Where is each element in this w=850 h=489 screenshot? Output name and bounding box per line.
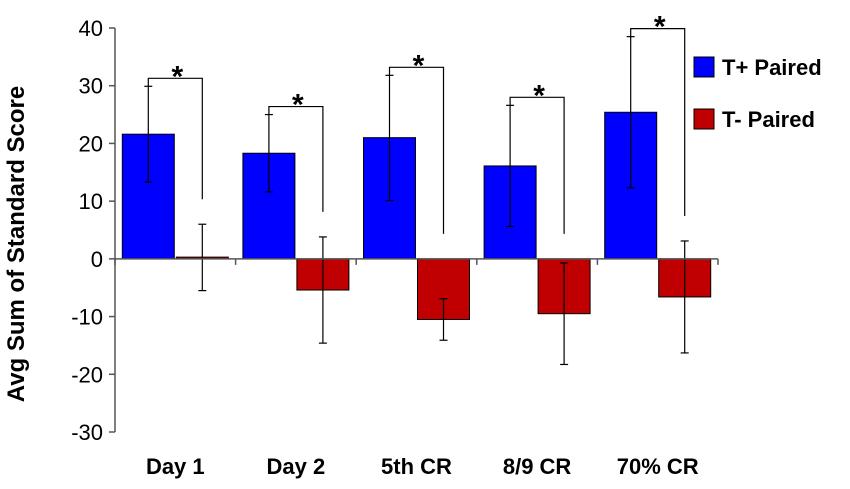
y-tick-label: -10 xyxy=(71,305,103,330)
significance-star: * xyxy=(413,49,425,82)
y-tick-label: -30 xyxy=(71,420,103,445)
legend-label: T+ Paired xyxy=(722,55,822,80)
x-tick-label: 5th CR xyxy=(381,454,452,479)
x-tick-label: 70% CR xyxy=(617,454,699,479)
legend-label: T- Paired xyxy=(722,107,815,132)
y-tick-label: 30 xyxy=(79,74,103,99)
legend-swatch xyxy=(694,109,714,129)
plot-area: -30 -20 -10 0 10 20 30 40 * Day 1 * Day 2 * 5th CR * 8/… xyxy=(71,11,718,479)
x-tick-label: 8/9 CR xyxy=(503,454,572,479)
bar-chart: -30 -20 -10 0 10 20 30 40 * Day 1 * Day 2 * 5th CR * 8/… xyxy=(0,0,850,489)
significance-star: * xyxy=(171,60,183,93)
significance-star: * xyxy=(292,89,304,122)
y-tick-label: 20 xyxy=(79,131,103,156)
y-tick-label: 10 xyxy=(79,189,103,214)
significance-star: * xyxy=(533,79,545,112)
x-tick-label: Day 2 xyxy=(267,454,326,479)
y-tick-label: -20 xyxy=(71,362,103,387)
y-tick-label: 0 xyxy=(91,247,103,272)
significance-star: * xyxy=(654,11,666,44)
x-tick-label: Day 1 xyxy=(146,454,205,479)
y-tick-label: 40 xyxy=(79,16,103,41)
legend: T+ Paired T- Paired xyxy=(694,55,822,132)
y-axis-label: Avg Sum of Standard Score xyxy=(3,86,30,403)
legend-swatch xyxy=(694,57,714,77)
